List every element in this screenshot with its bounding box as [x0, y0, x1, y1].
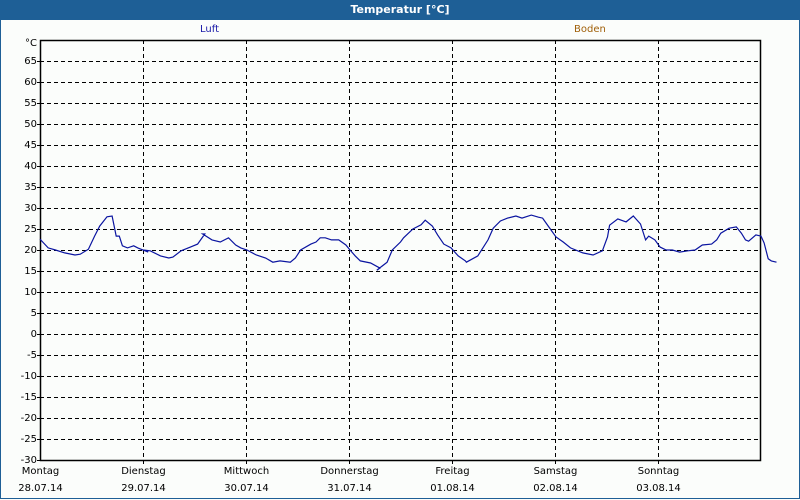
y-tick-label: -10 [20, 370, 37, 382]
x-tick-day: Montag [21, 466, 60, 477]
chart-title: Temperatur [°C] [0, 0, 800, 20]
y-tick-label: 20 [24, 244, 37, 256]
x-tick-day: Donnerstag [320, 466, 379, 477]
x-tick-day: Dienstag [121, 466, 166, 477]
y-tick-label: 65 [24, 55, 37, 67]
legend-boden: Boden [574, 24, 606, 35]
y-axis-unit: °C [25, 38, 37, 49]
x-tick-day: Sonntag [637, 466, 680, 477]
x-tick-date: 30.07.14 [224, 483, 269, 494]
y-tick-label: 40 [24, 160, 37, 172]
y-tick-label: 35 [24, 181, 37, 193]
series-luft-line [39, 214, 777, 271]
y-tick-label: -15 [20, 391, 37, 403]
x-tick-day: Freitag [435, 466, 470, 477]
x-tick-date: 31.07.14 [327, 483, 372, 494]
y-tick-label: 50 [24, 118, 37, 130]
y-tick-label: 25 [24, 223, 37, 235]
x-tick-date: 02.08.14 [533, 483, 578, 494]
y-tick-label: 30 [24, 202, 37, 214]
y-tick-label: 10 [24, 286, 37, 298]
x-tick-day: Samstag [533, 466, 578, 477]
x-tick-date: 03.08.14 [636, 483, 681, 494]
y-tick-label: -5 [27, 349, 37, 361]
y-tick-label: 15 [24, 265, 37, 277]
y-tick-label: 60 [24, 76, 37, 88]
y-tick-label: -25 [20, 433, 37, 445]
y-tick-label: 0 [30, 328, 37, 340]
y-tick-label: 5 [30, 307, 37, 319]
x-tick-date: 29.07.14 [121, 483, 166, 494]
y-tick-label: -30 [20, 454, 37, 466]
plot-border [39, 39, 762, 462]
y-tick-label: 45 [24, 139, 37, 151]
x-tick-day: Mittwoch [223, 466, 270, 477]
y-tick-label: 55 [24, 97, 37, 109]
x-tick-date: 28.07.14 [18, 483, 63, 494]
x-tick-date: 01.08.14 [430, 483, 475, 494]
legend-luft: Luft [200, 24, 219, 35]
y-tick-label: -20 [20, 412, 37, 424]
grid-lines [37, 40, 760, 464]
